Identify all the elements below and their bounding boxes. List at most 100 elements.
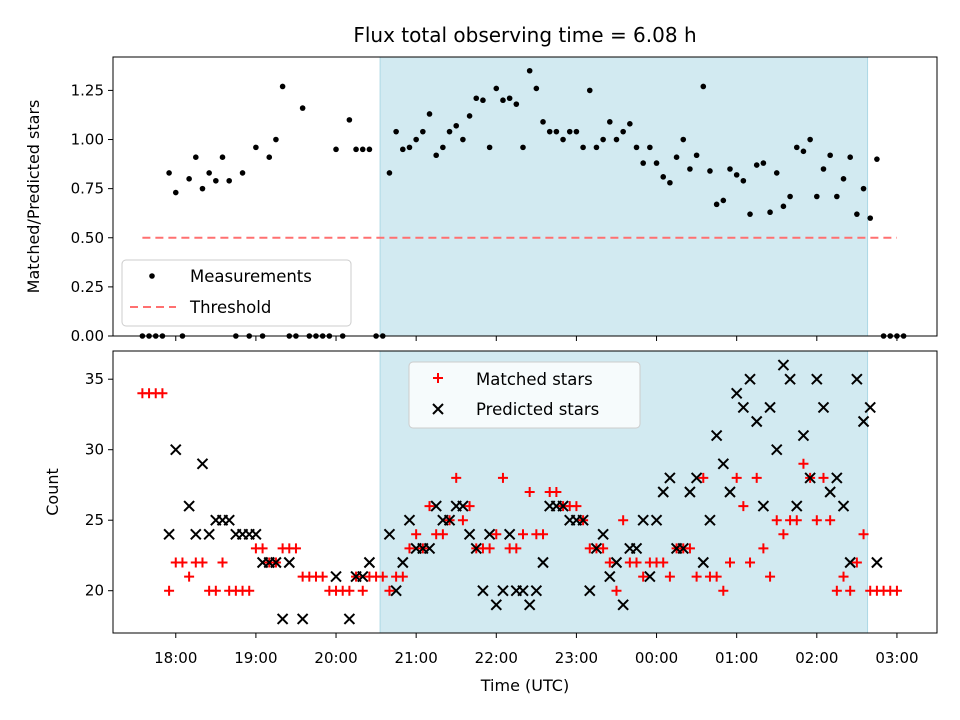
predicted-star-point (837, 500, 850, 512)
predicted-star-point (637, 514, 649, 526)
predicted-star-point (751, 415, 763, 428)
matched-star-point (724, 557, 735, 568)
predicted-star-point (710, 429, 723, 442)
predicted-star-point (537, 556, 549, 569)
predicted-star-point (497, 584, 509, 597)
matched-star-point (791, 515, 802, 526)
measurement-point (580, 144, 586, 151)
measurement-point (767, 209, 773, 216)
measurement-point (566, 128, 573, 135)
predicted-star-point (684, 486, 696, 498)
measurement-point (353, 146, 359, 153)
measurement-point (500, 97, 506, 104)
measurement-point (780, 203, 787, 210)
bottom-xtick-label: 02:00 (795, 649, 838, 667)
predicted-star-point (811, 373, 823, 385)
predicted-star-point (357, 570, 369, 583)
matched-star-point (845, 585, 856, 596)
top-x-ticks (175, 336, 898, 341)
top-ytick-label: 1.00 (71, 131, 104, 149)
matched-star-point (718, 585, 729, 596)
predicted-star-point (283, 556, 295, 569)
matched-star-point (511, 543, 522, 554)
matched-star-point (658, 557, 669, 568)
measurement-point (546, 128, 553, 135)
bottom-ytick-label: 20 (85, 582, 104, 600)
matched-star-point (184, 571, 195, 582)
measurement-point (253, 144, 259, 151)
measurement-point (753, 162, 760, 168)
predicted-star-point (857, 415, 870, 428)
predicted-star-point (851, 373, 863, 385)
matched-star-point (157, 388, 168, 399)
matched-star-point (464, 501, 475, 512)
matched-star-point (244, 585, 255, 596)
matched-star-point (838, 571, 849, 582)
matched-star-point (491, 529, 502, 540)
measurement-point (827, 152, 833, 159)
measurement-point (513, 101, 520, 107)
measurement-point (440, 144, 446, 151)
x-axis-label: Time (UTC) (480, 676, 569, 695)
predicted-star-point (610, 556, 623, 569)
predicted-star-point (630, 542, 643, 555)
matched-star-point (177, 557, 188, 568)
matched-star-point (411, 529, 422, 540)
predicted-star-point (170, 443, 182, 456)
measurement-point (366, 146, 373, 153)
count-panel: 20 25 30 35 18:00 19:00 20:00 21:00 22:00 23:00 0… (43, 350, 938, 695)
bottom-xtick-label: 00:00 (635, 649, 678, 667)
predicted-star-point (590, 542, 603, 555)
predicted-star-point (503, 528, 516, 541)
measurement-point (526, 67, 533, 74)
measurement-point (600, 136, 606, 143)
predicted-star-point (557, 500, 569, 512)
matched-star-point (598, 543, 609, 554)
predicted-star-point (343, 613, 356, 625)
matched-star-point (404, 543, 415, 554)
measurement-point (667, 179, 673, 186)
measurement-point (213, 177, 219, 184)
top-ytick-label: 0.50 (71, 229, 104, 247)
measurement-point (560, 136, 566, 143)
predicted-star-point (296, 613, 309, 625)
matched-star-point (497, 472, 508, 483)
measurement-point (453, 122, 460, 129)
measurement-point (633, 144, 640, 151)
measurement-point (266, 154, 273, 161)
matched-star-point (811, 515, 822, 526)
predicted-star-point (397, 556, 409, 569)
bottom-axes-frame (112, 350, 938, 634)
measurement-point (486, 144, 493, 151)
bottom-xtick-label: 19:00 (234, 649, 277, 667)
predicted-star-point (423, 542, 436, 555)
predicted-star-point (430, 500, 442, 512)
bottom-ytick-label: 35 (85, 370, 104, 388)
bottom-legend: Matched stars Predicted stars (408, 361, 641, 429)
top-y-axis-label: Matched/Predicted stars (24, 100, 43, 294)
matched-star-point (711, 571, 722, 582)
measurement-point (733, 172, 740, 178)
predicted-star-point (724, 486, 736, 498)
bottom-y-axis-label: Count (43, 468, 62, 516)
predicted-star-point (363, 556, 376, 569)
predicted-star-point (737, 401, 750, 414)
predicted-star-point (817, 401, 830, 414)
matched-star-point (437, 529, 448, 540)
matched-star-point (638, 571, 649, 582)
measurement-point (647, 144, 653, 151)
measurement-point (493, 85, 500, 92)
predicted-star-point (270, 556, 282, 569)
legend-label-predicted: Predicted stars (476, 400, 599, 419)
predicted-star-point (330, 570, 342, 583)
measurement-point (193, 154, 199, 161)
predicted-star-point (597, 528, 609, 541)
matched-star-point (484, 543, 495, 554)
measurement-point (613, 136, 620, 143)
measurement-point (653, 160, 660, 166)
top-y-ticks: 0.00 0.25 0.50 0.75 1.00 1.25 (71, 81, 113, 345)
count-points (137, 359, 902, 625)
predicted-star-point (190, 528, 202, 541)
measurement-point (273, 136, 279, 143)
